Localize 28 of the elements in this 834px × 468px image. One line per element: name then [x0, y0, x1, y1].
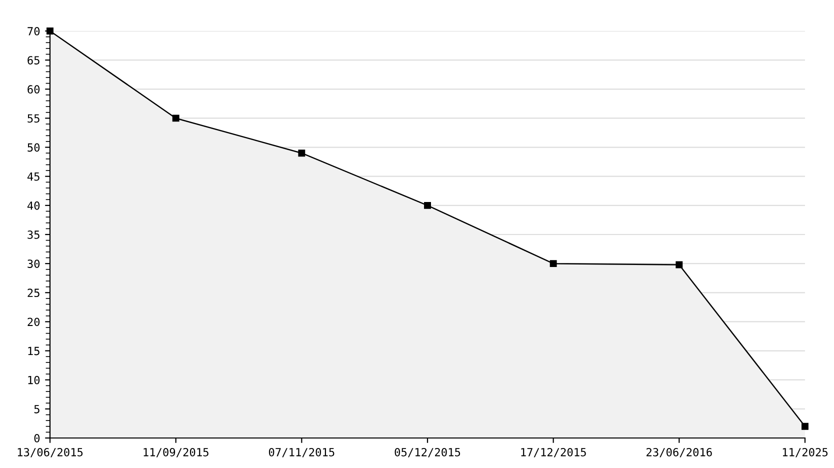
y-tick-label: 55 — [28, 114, 40, 123]
x-tick-label: 11/2025 — [782, 448, 828, 458]
point — [172, 114, 180, 122]
y-tick-label: 70 — [28, 27, 40, 36]
x-tick-label: 05/12/2015 — [394, 448, 460, 458]
y-tick-label: 15 — [28, 346, 40, 356]
point — [802, 422, 808, 430]
x-tick-label: 11/09/2015 — [144, 448, 208, 458]
x-tick-label: 23/06/2016 — [646, 448, 712, 458]
y-tick-label: 40 — [27, 201, 40, 210]
y-tick-label: 60 — [28, 85, 40, 94]
y-tick-label: 50 — [28, 143, 40, 152]
x-tick-label: 07/11/2015 — [268, 448, 334, 458]
y-tick-label: 35 — [28, 230, 40, 239]
x-tick-label: 13/06/2015 — [18, 448, 83, 458]
y-tick-label: 0 — [34, 434, 40, 442]
y-tick-label: 65 — [28, 56, 40, 64]
point — [676, 261, 683, 268]
y-tick-label: 30 — [28, 260, 40, 268]
x-tick-label: 17/12/2015 — [521, 448, 586, 458]
y-tick-label: 5 — [34, 405, 40, 414]
point — [298, 150, 306, 157]
y-tick-label: 10 — [28, 376, 40, 384]
y-tick-label: 20 — [28, 318, 40, 326]
point — [424, 202, 431, 209]
y-tick-label: 45 — [27, 172, 40, 181]
point — [550, 260, 557, 268]
y-tick-label: 25 — [28, 288, 40, 298]
